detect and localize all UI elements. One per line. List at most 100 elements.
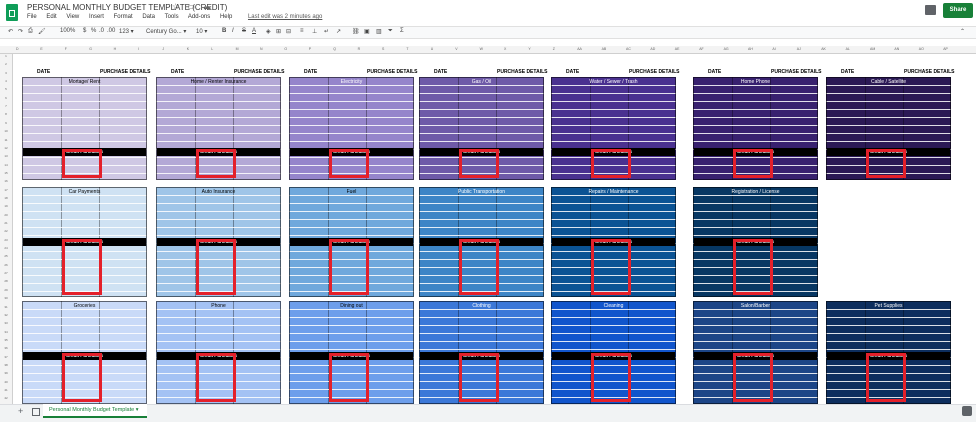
row-label[interactable]: 28 <box>4 279 8 284</box>
row-label[interactable]: 14 <box>4 162 8 167</box>
column-label[interactable]: K <box>186 47 190 51</box>
column-label[interactable]: T <box>406 47 409 51</box>
row-label[interactable]: 19 <box>4 204 8 209</box>
row-label[interactable]: 35 <box>4 337 8 342</box>
row-label[interactable]: 33 <box>4 321 8 326</box>
column-label[interactable]: AG <box>723 47 729 51</box>
budget-block[interactable]: Repairs / Maintenance Credit Purchases <box>551 187 676 297</box>
borders-icon[interactable]: ⊞ <box>276 29 282 35</box>
undo-icon[interactable]: ↶ <box>8 29 14 35</box>
menu-view[interactable]: View <box>66 14 80 20</box>
bold-button[interactable]: B <box>222 28 227 34</box>
row-label[interactable]: 8 <box>5 112 7 117</box>
row-label[interactable]: 22 <box>4 229 8 234</box>
decrease-decimal-button[interactable]: .0 <box>99 28 105 34</box>
strikethrough-button[interactable]: S <box>242 28 247 34</box>
row-label[interactable]: 4 <box>5 79 7 84</box>
column-label[interactable]: AJ <box>796 47 801 51</box>
print-icon[interactable]: ⎙ <box>28 28 33 34</box>
row-label[interactable]: 39 <box>4 371 8 376</box>
horizontal-align-icon[interactable]: ≡ <box>300 28 304 34</box>
budget-block[interactable]: Electricity Credit Purchases <box>289 77 414 180</box>
row-label[interactable]: 1 <box>5 54 7 58</box>
budget-block[interactable]: Cleaning Credit Purchases <box>551 301 676 404</box>
budget-block[interactable]: Mortage/ Rent Credit Purchases <box>22 77 147 180</box>
row-label[interactable]: 34 <box>4 329 8 334</box>
row-label[interactable]: 13 <box>4 154 8 159</box>
column-label[interactable]: D <box>16 47 19 51</box>
italic-button[interactable]: I <box>232 28 234 34</box>
budget-block[interactable]: Dining out Credit Purchases <box>289 301 414 404</box>
menu-data[interactable]: Data <box>142 14 155 20</box>
column-label[interactable]: AN <box>894 47 900 51</box>
budget-block[interactable]: Public Transportation Credit Purchases <box>419 187 544 297</box>
column-label[interactable]: G <box>89 47 92 51</box>
sheet-tab[interactable]: Personal Monthly Budget Template ▾ <box>43 404 147 418</box>
column-label[interactable]: AC <box>626 47 631 51</box>
column-label[interactable]: L <box>211 47 214 51</box>
budget-block[interactable]: Home Phone Credit Purchases <box>693 77 818 180</box>
column-label[interactable]: J <box>162 47 165 51</box>
functions-icon[interactable]: Σ <box>400 28 404 34</box>
share-button[interactable]: Share <box>943 3 973 18</box>
column-label[interactable]: AK <box>821 47 826 51</box>
explore-icon[interactable] <box>962 406 972 416</box>
row-label[interactable]: 25 <box>4 254 8 259</box>
row-label[interactable]: 5 <box>5 87 7 92</box>
increase-decimal-button[interactable]: .00 <box>107 28 116 34</box>
row-label[interactable]: 11 <box>4 137 8 142</box>
row-label[interactable]: 31 <box>4 304 8 309</box>
column-label[interactable]: AD <box>650 47 656 51</box>
redo-icon[interactable]: ↷ <box>18 29 24 35</box>
all-sheets-icon[interactable] <box>32 408 40 416</box>
budget-block[interactable]: Gas / Oil Credit Purchases <box>419 77 544 180</box>
row-label[interactable]: 20 <box>4 212 8 217</box>
row-label[interactable]: 12 <box>4 145 8 150</box>
row-label[interactable]: 6 <box>5 95 7 100</box>
column-label[interactable]: O <box>284 47 288 51</box>
column-label[interactable]: Y <box>528 47 531 51</box>
column-label[interactable]: R <box>357 47 361 51</box>
menu-insert[interactable]: Insert <box>88 14 104 20</box>
font-select[interactable]: Century Go... ▾ <box>146 29 187 35</box>
row-label[interactable]: 9 <box>5 120 7 125</box>
column-label[interactable]: I <box>138 47 139 51</box>
row-label[interactable]: 7 <box>5 104 7 109</box>
row-label[interactable]: 10 <box>4 129 8 134</box>
last-edit-link[interactable]: Last edit was 2 minutes ago <box>247 14 323 20</box>
column-label[interactable]: AO <box>918 47 924 51</box>
budget-block[interactable]: Water / Sewer / Trash Credit Purchases <box>551 77 676 180</box>
budget-block[interactable]: Home / Renter Insurance Credit Purchases <box>156 77 281 180</box>
row-label[interactable]: 38 <box>4 362 8 367</box>
column-label[interactable]: E <box>40 47 43 51</box>
sheet-grid[interactable]: DATE PURCHASE DETAILS DATE PURCHASE DETAILS… <box>13 54 976 404</box>
column-label[interactable]: W <box>479 47 483 51</box>
font-size-select[interactable]: 10 ▾ <box>196 29 208 35</box>
zoom-select[interactable]: 100% <box>60 28 76 34</box>
budget-block[interactable]: Groceries Credit Purchases <box>22 301 147 404</box>
column-label[interactable]: AL <box>845 47 850 51</box>
row-label[interactable]: 27 <box>4 271 8 276</box>
comment-add-icon[interactable]: ▣ <box>364 29 370 35</box>
add-sheet-icon[interactable]: + <box>18 406 24 416</box>
row-label[interactable]: 32 <box>4 312 8 317</box>
chart-icon[interactable]: ▥ <box>376 29 382 35</box>
text-rotation-icon[interactable]: ↗ <box>336 29 342 35</box>
column-label[interactable]: AH <box>748 47 753 51</box>
currency-button[interactable]: $ <box>83 28 87 34</box>
row-label[interactable]: 42 <box>4 396 8 401</box>
sheets-logo-icon[interactable] <box>6 4 18 21</box>
menu-file[interactable]: File <box>27 14 37 20</box>
row-label[interactable]: 16 <box>4 179 8 184</box>
column-label[interactable]: AB <box>601 47 607 51</box>
row-label[interactable]: 3 <box>5 70 7 75</box>
text-color-button[interactable]: A <box>252 28 257 34</box>
row-label[interactable]: 36 <box>4 346 8 351</box>
row-label[interactable]: 41 <box>4 388 8 392</box>
menu-edit[interactable]: Edit <box>46 14 57 20</box>
merge-cells-icon[interactable]: ⊟ <box>286 29 292 35</box>
column-label[interactable]: S <box>382 47 385 51</box>
fill-color-icon[interactable]: ◈ <box>266 29 271 35</box>
row-label[interactable]: 21 <box>4 221 8 225</box>
row-label[interactable]: 15 <box>4 170 8 175</box>
